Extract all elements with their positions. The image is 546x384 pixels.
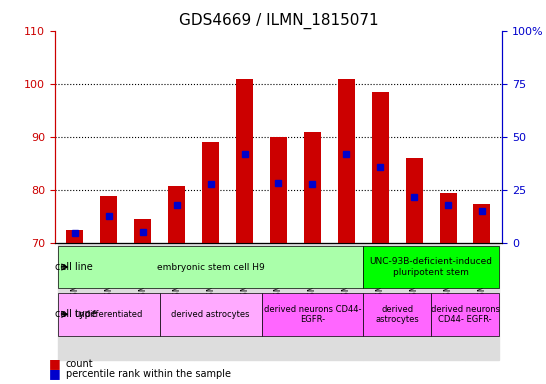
Bar — [194, 243, 228, 360]
FancyBboxPatch shape — [431, 293, 499, 336]
FancyBboxPatch shape — [262, 293, 363, 336]
Text: percentile rank within the sample: percentile rank within the sample — [66, 369, 230, 379]
Text: derived
astrocytes: derived astrocytes — [375, 305, 419, 324]
Bar — [372, 92, 389, 243]
Bar — [406, 158, 423, 243]
Bar — [397, 243, 431, 360]
FancyBboxPatch shape — [160, 293, 262, 336]
Bar — [168, 186, 185, 243]
Bar — [58, 243, 92, 360]
FancyBboxPatch shape — [363, 293, 431, 336]
Text: cell line: cell line — [55, 262, 93, 272]
Bar — [202, 142, 219, 243]
Text: derived neurons CD44-
EGFR-: derived neurons CD44- EGFR- — [264, 305, 361, 324]
Bar — [134, 220, 151, 243]
Text: UNC-93B-deficient-induced
pluripotent stem: UNC-93B-deficient-induced pluripotent st… — [370, 257, 492, 277]
Bar — [440, 193, 456, 243]
Bar — [473, 204, 490, 243]
Bar — [228, 243, 262, 360]
Bar — [363, 243, 397, 360]
Bar — [92, 243, 126, 360]
Text: ■: ■ — [49, 367, 61, 380]
Bar — [126, 243, 160, 360]
Text: count: count — [66, 359, 93, 369]
Bar — [304, 132, 321, 243]
Text: derived neurons
CD44- EGFR-: derived neurons CD44- EGFR- — [430, 305, 500, 324]
FancyBboxPatch shape — [363, 246, 499, 288]
Text: embryonic stem cell H9: embryonic stem cell H9 — [157, 263, 264, 271]
Title: GDS4669 / ILMN_1815071: GDS4669 / ILMN_1815071 — [179, 13, 378, 29]
Text: undifferentiated: undifferentiated — [75, 310, 143, 319]
Bar — [338, 79, 355, 243]
Bar — [262, 243, 295, 360]
Bar — [295, 243, 329, 360]
Bar — [431, 243, 465, 360]
Bar — [465, 243, 499, 360]
FancyBboxPatch shape — [58, 246, 363, 288]
Text: derived astrocytes: derived astrocytes — [171, 310, 250, 319]
Bar — [100, 195, 117, 243]
Bar — [236, 79, 253, 243]
Bar — [160, 243, 194, 360]
Bar — [67, 230, 84, 243]
Bar — [329, 243, 363, 360]
Text: cell type: cell type — [55, 309, 97, 319]
Text: ■: ■ — [49, 357, 61, 370]
FancyBboxPatch shape — [58, 293, 160, 336]
Bar — [270, 137, 287, 243]
